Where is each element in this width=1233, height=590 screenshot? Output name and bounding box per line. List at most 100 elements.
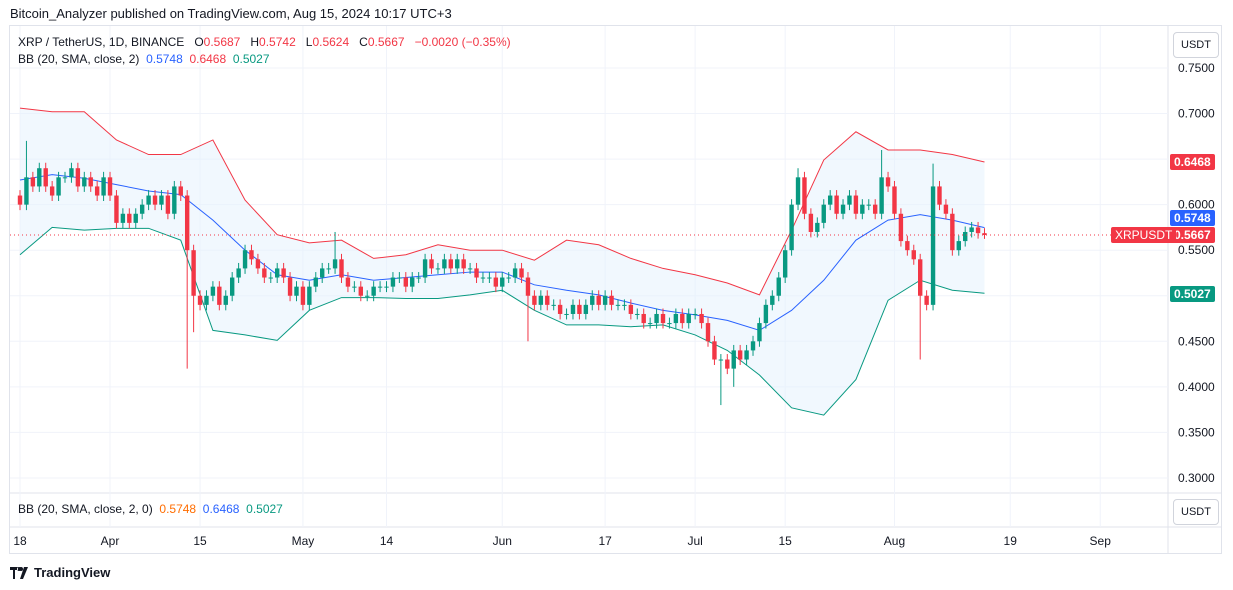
candle-body (827, 195, 833, 205)
candle-body (808, 213, 814, 232)
x-tick-label: 17 (598, 534, 612, 548)
candle-body (377, 286, 383, 288)
candle-body (365, 295, 370, 297)
candle-body (467, 268, 473, 270)
candle-body (75, 168, 81, 187)
y-tick-label: 0.3000 (1178, 471, 1215, 485)
candle-body (660, 313, 666, 324)
candle-body (969, 227, 974, 232)
candle-body (101, 177, 106, 196)
y-tick-label: 0.6000 (1178, 198, 1215, 212)
candle-body (191, 250, 196, 296)
candle-body (815, 222, 820, 232)
candle-body (590, 295, 595, 305)
candle-body (487, 277, 492, 279)
candle-body (847, 195, 852, 205)
candle-body (789, 204, 794, 251)
candle-body (268, 277, 273, 279)
candle-body (731, 350, 736, 369)
candle-body (442, 259, 447, 269)
candle-body (461, 259, 466, 269)
candle-body (551, 304, 556, 306)
candle-body (480, 277, 486, 279)
candle-body (570, 304, 576, 314)
candle-body (139, 204, 145, 214)
x-tick-label: 15 (778, 534, 792, 548)
candle-body (506, 277, 511, 279)
candle-body (538, 295, 544, 305)
candle-body (403, 277, 408, 287)
candle-body (49, 186, 55, 196)
candle-body (622, 304, 627, 306)
basis-tag: 0.5748 (1170, 210, 1215, 226)
candle-body (609, 295, 614, 305)
candle-body (860, 204, 865, 214)
x-tick-label: Apr (101, 534, 120, 548)
upper-band-tag: 0.6468 (1170, 154, 1215, 170)
bb-fill (20, 108, 985, 416)
indicator-label[interactable]: BB (20, SMA, close, 2, 0) (18, 502, 153, 516)
candle-body (686, 313, 691, 324)
x-tick-label: May (292, 534, 315, 548)
candle-body (37, 168, 42, 187)
x-tick-label: Jul (687, 534, 702, 548)
currency-button[interactable]: USDT (1173, 32, 1219, 58)
candle-body (17, 195, 23, 205)
candle-body (776, 277, 781, 296)
candle-body (69, 168, 74, 178)
symbol-tag: XRPUSDT (1111, 227, 1177, 243)
open-label: O (194, 35, 204, 49)
candle-body (763, 304, 769, 324)
candle-body (519, 268, 524, 278)
candle-body (892, 186, 897, 214)
candle-body (564, 313, 569, 315)
candle-body (178, 186, 183, 196)
candle-body (737, 350, 743, 360)
candle-body (474, 268, 479, 278)
candle-body (416, 277, 421, 279)
candle-body (236, 268, 241, 278)
bb-label[interactable]: BB (20, SMA, close, 2) (18, 52, 140, 66)
publisher-line: Bitcoin_Analyzer published on TradingVie… (10, 6, 452, 21)
candle-body (281, 268, 286, 278)
candle-body (911, 250, 916, 260)
candle-body (455, 259, 460, 269)
candle-body (879, 177, 884, 214)
candle-body (654, 313, 659, 324)
x-tick-label: 19 (1004, 534, 1018, 548)
candle-body (275, 268, 280, 278)
x-tick-label: 18 (13, 534, 27, 548)
candle-body (197, 295, 203, 305)
y-tick-label: 0.3500 (1178, 425, 1215, 439)
indicator-lower: 0.5027 (246, 502, 283, 516)
last-price-tag: 0.5667 (1170, 227, 1215, 243)
candle-body (217, 286, 222, 305)
candle-body (435, 268, 441, 270)
symbol-name[interactable]: XRP / TetherUS, 1D, BINANCE (18, 35, 185, 49)
candle-body (982, 233, 987, 235)
candle-body (802, 177, 807, 214)
candle-body (712, 341, 717, 360)
candle-body (410, 277, 415, 287)
candle-body (255, 259, 261, 269)
tradingview-logo[interactable]: TradingView (10, 565, 110, 580)
candle-body (853, 195, 859, 214)
candle-body (300, 286, 306, 305)
candle-body (210, 286, 216, 296)
candle-body (872, 204, 878, 214)
candle-body (596, 295, 601, 305)
high-label: H (250, 35, 260, 49)
indicator-currency-button[interactable]: USDT (1173, 499, 1219, 525)
candle-body (242, 250, 248, 269)
candle-body (692, 313, 698, 315)
candle-body (705, 323, 711, 342)
candle-body (532, 295, 537, 305)
candle-body (184, 195, 190, 251)
tradingview-logo-icon (10, 566, 28, 579)
candle-body (352, 286, 357, 288)
candle-body (699, 313, 704, 324)
bb-legend: BB (20, SMA, close, 2) 0.5748 0.6468 0.5… (18, 52, 270, 66)
candle-body (146, 195, 151, 205)
candle-body (525, 277, 531, 296)
x-tick-label: Aug (884, 534, 905, 548)
